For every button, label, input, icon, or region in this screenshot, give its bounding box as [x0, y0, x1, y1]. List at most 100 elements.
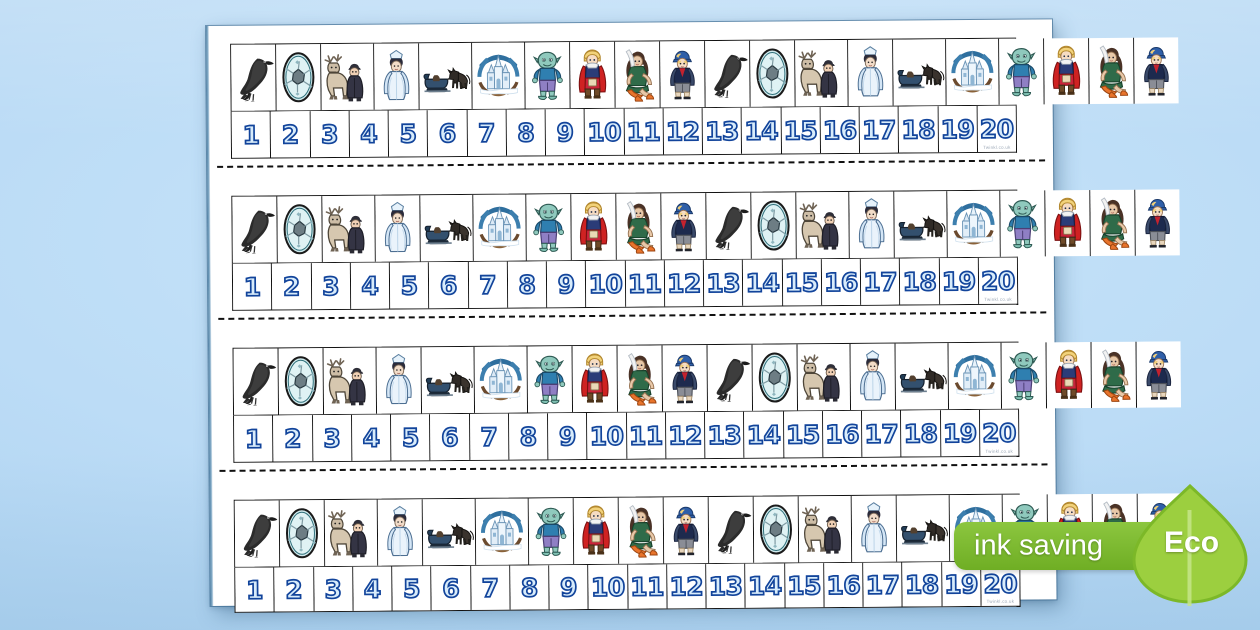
- number-cell: 11: [625, 260, 665, 307]
- number-strip: 1 2 3 4 5 6 7 8 9 10 11 12 13 14 15 16 17 18 19 20 Twinkl.co…: [230, 37, 1179, 159]
- number-label: 2: [283, 423, 302, 454]
- picture-cell: [1002, 494, 1049, 561]
- number-label: 5: [400, 270, 419, 301]
- number-cell: 2: [274, 567, 315, 612]
- picture-cell: [572, 345, 619, 413]
- ice-palace-icon: [950, 499, 1002, 557]
- raven-icon: [231, 48, 275, 106]
- picture-cell: [615, 41, 661, 108]
- picture-cell: [527, 346, 574, 413]
- number-cell: 18: [898, 106, 939, 153]
- number-cell: 19: [939, 257, 979, 305]
- picture-cell: [1134, 37, 1179, 104]
- number-cell: 13: [703, 259, 744, 307]
- snow-queen-icon: [849, 196, 893, 254]
- picture-cell: [752, 344, 799, 411]
- cut-line: [218, 311, 1047, 320]
- snow-queen-icon: [848, 44, 892, 102]
- magic-mirror-icon: [276, 48, 320, 106]
- horse-sleigh-icon: [893, 43, 945, 101]
- robber-girl-icon: [1089, 42, 1133, 100]
- number-label: 11: [628, 420, 664, 451]
- picture-cell: [1044, 38, 1090, 105]
- number-label: 9: [557, 269, 576, 300]
- raven-icon: [235, 504, 279, 562]
- picture-cell: [617, 345, 664, 412]
- number-cell: 3: [312, 414, 353, 462]
- number-cell: 15: [781, 107, 821, 154]
- picture-cell: [526, 194, 572, 261]
- number-label: 16: [822, 115, 858, 146]
- number-label: 16: [823, 267, 859, 298]
- troll-icon: [1003, 498, 1047, 556]
- number-cell: 10: [586, 260, 626, 308]
- number-cell: 6: [429, 261, 469, 309]
- raven-icon: [234, 352, 278, 410]
- number-label: 9: [556, 117, 575, 148]
- number-label: 20: [980, 265, 1016, 296]
- number-cell: 20 Twinkl.co.uk: [979, 409, 1019, 456]
- number-row: 1 2 3 4 5 6 7 8 9 10 11 12 13 14 15 16 17 18 19 20 Twinkl.co…: [231, 257, 1019, 311]
- ice-palace-icon: [475, 350, 527, 408]
- number-label: 17: [865, 569, 901, 600]
- kai-boy-icon: [664, 501, 708, 559]
- number-cell: 5: [389, 262, 430, 309]
- reindeer-with-lapland-woman-icon: [798, 348, 850, 406]
- number-cell: 4: [349, 110, 390, 157]
- picture-cell: [1046, 342, 1093, 409]
- number-label: 6: [439, 270, 458, 301]
- number-label: 7: [479, 421, 498, 452]
- number-label: 14: [743, 115, 779, 146]
- snow-queen-icon: [377, 351, 421, 409]
- number-cell: 7: [470, 565, 511, 610]
- gerda-red-cape-icon: [1045, 194, 1089, 252]
- picture-cell: [706, 192, 752, 260]
- number-strip: 1 2 3 4 5 6 7 8 9 10 11 12 13 14 15 16 17 18 19 20 Twinkl.co…: [233, 493, 1183, 613]
- troll-icon: [999, 42, 1043, 100]
- number-label: 12: [667, 420, 703, 451]
- number-label: 13: [706, 419, 742, 450]
- number-label: 20: [979, 113, 1015, 144]
- number-cell: 8: [508, 413, 549, 460]
- picture-cell: [233, 348, 280, 415]
- picture-cell: [376, 347, 423, 414]
- number-label: 18: [903, 418, 939, 449]
- number-label: 4: [362, 422, 381, 453]
- number-cell: 14: [743, 259, 783, 306]
- number-label: 3: [324, 574, 343, 605]
- number-cell: 9: [545, 109, 586, 156]
- picture-cell: [949, 494, 1004, 562]
- number-label: 13: [708, 570, 744, 601]
- picture-cell: [893, 39, 947, 106]
- gerda-red-cape-icon: [1048, 498, 1092, 556]
- number-strip: 1 2 3 4 5 6 7 8 9 10 11 12 13 14 15 16 17 18 19 20 Twinkl.co…: [231, 189, 1180, 311]
- picture-cell: [323, 347, 378, 415]
- picture-cell: [895, 343, 950, 410]
- gerda-red-cape-icon: [573, 350, 617, 408]
- number-cell: 1: [234, 415, 274, 462]
- picture-cell: [750, 40, 796, 107]
- number-cell: 6: [430, 413, 470, 461]
- number-label: 14: [745, 267, 781, 298]
- watermark: Twinkl.co.uk: [985, 448, 1014, 454]
- kai-boy-icon: [1138, 497, 1182, 555]
- number-label: 19: [940, 114, 976, 145]
- horse-sleigh-icon: [894, 195, 946, 253]
- picture-cell: [1136, 341, 1182, 408]
- number-label: 17: [861, 114, 897, 145]
- number-cell: 10: [584, 108, 625, 156]
- number-label: 18: [904, 569, 940, 600]
- number-cell: 13: [705, 411, 745, 459]
- number-label: 7: [481, 572, 500, 603]
- picture-cell: [324, 499, 379, 567]
- number-label: 10: [586, 116, 622, 147]
- picture-cell: [421, 346, 476, 414]
- number-cell: 7: [468, 261, 508, 308]
- picture-cell: [1089, 37, 1135, 105]
- picture-cell: [798, 495, 853, 563]
- number-cell: 1: [232, 263, 273, 310]
- picture-cell: [528, 498, 575, 565]
- raven-icon: [708, 349, 752, 407]
- picture-cell: [797, 343, 852, 411]
- number-cell: 17: [860, 258, 901, 305]
